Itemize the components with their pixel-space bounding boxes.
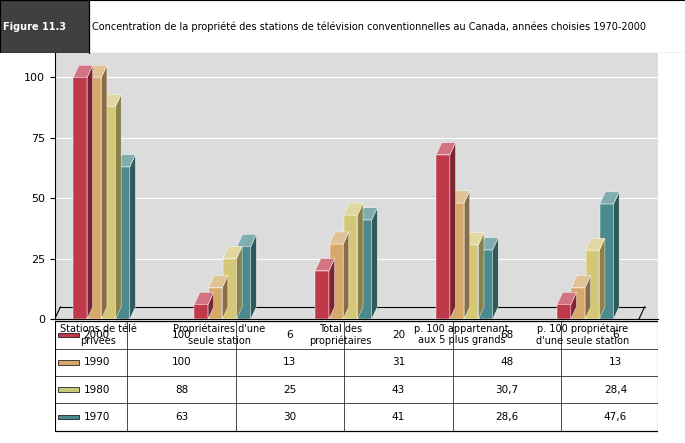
Polygon shape: [102, 106, 116, 319]
Text: 1970: 1970: [84, 412, 110, 422]
Polygon shape: [223, 276, 228, 319]
Text: 28,6: 28,6: [495, 412, 519, 422]
Text: 6: 6: [612, 330, 619, 340]
Text: 63: 63: [175, 412, 188, 422]
FancyBboxPatch shape: [0, 0, 89, 53]
Polygon shape: [315, 271, 329, 319]
Polygon shape: [557, 292, 577, 304]
Bar: [58, 415, 79, 419]
Text: 30: 30: [284, 412, 297, 422]
Text: 30,7: 30,7: [495, 385, 519, 395]
Polygon shape: [436, 155, 450, 319]
Polygon shape: [557, 304, 571, 319]
Text: 1980: 1980: [84, 385, 110, 395]
Polygon shape: [329, 244, 343, 319]
Polygon shape: [102, 94, 121, 106]
Polygon shape: [464, 233, 484, 245]
Polygon shape: [88, 78, 101, 319]
Polygon shape: [315, 259, 334, 271]
Text: Concentration de la propriété des stations de télévision conventionnelles au Can: Concentration de la propriété des statio…: [92, 21, 647, 32]
Polygon shape: [358, 220, 372, 319]
Polygon shape: [436, 143, 456, 155]
Text: 1990: 1990: [84, 358, 110, 367]
Text: 13: 13: [284, 358, 297, 367]
Polygon shape: [586, 250, 599, 319]
Polygon shape: [614, 192, 619, 319]
Polygon shape: [73, 78, 87, 319]
Polygon shape: [479, 250, 493, 319]
Polygon shape: [251, 234, 256, 319]
Text: 31: 31: [392, 358, 405, 367]
Polygon shape: [451, 191, 470, 203]
Text: 41: 41: [392, 412, 405, 422]
Polygon shape: [464, 191, 470, 319]
Polygon shape: [358, 208, 377, 220]
Polygon shape: [195, 292, 214, 304]
Polygon shape: [116, 155, 136, 167]
Polygon shape: [478, 233, 484, 319]
Polygon shape: [600, 204, 614, 319]
Text: 43: 43: [392, 385, 405, 395]
Text: 6: 6: [286, 330, 293, 340]
Text: 100: 100: [171, 330, 191, 340]
Text: 48: 48: [500, 358, 514, 367]
Polygon shape: [237, 234, 256, 246]
Text: Figure 11.3: Figure 11.3: [3, 22, 66, 31]
Text: 88: 88: [175, 385, 188, 395]
Polygon shape: [464, 245, 478, 319]
Polygon shape: [329, 232, 349, 244]
Text: 28,4: 28,4: [603, 385, 627, 395]
Text: 68: 68: [500, 330, 514, 340]
Text: 20: 20: [392, 330, 405, 340]
Polygon shape: [223, 246, 242, 259]
Text: 13: 13: [609, 358, 622, 367]
Bar: [58, 360, 79, 365]
Polygon shape: [586, 238, 605, 250]
Polygon shape: [208, 276, 228, 288]
Polygon shape: [208, 292, 214, 319]
Polygon shape: [450, 143, 456, 319]
Polygon shape: [223, 259, 236, 319]
Polygon shape: [88, 65, 107, 78]
Polygon shape: [237, 246, 251, 319]
Polygon shape: [571, 292, 577, 319]
Polygon shape: [116, 167, 130, 319]
Bar: [58, 388, 79, 392]
Polygon shape: [599, 238, 605, 319]
Polygon shape: [73, 65, 92, 78]
Polygon shape: [571, 288, 585, 319]
Text: 100: 100: [171, 358, 191, 367]
Polygon shape: [116, 94, 121, 319]
Polygon shape: [208, 288, 223, 319]
Polygon shape: [344, 215, 358, 319]
Bar: [58, 333, 79, 337]
Polygon shape: [451, 203, 464, 319]
Polygon shape: [343, 232, 349, 319]
Polygon shape: [479, 238, 498, 250]
Polygon shape: [130, 155, 136, 319]
Polygon shape: [585, 276, 590, 319]
Text: 25: 25: [284, 385, 297, 395]
Polygon shape: [600, 192, 619, 204]
Polygon shape: [571, 276, 590, 288]
Polygon shape: [101, 65, 107, 319]
Polygon shape: [195, 304, 208, 319]
Polygon shape: [87, 65, 92, 319]
Polygon shape: [358, 203, 363, 319]
Text: 2000: 2000: [84, 330, 110, 340]
Polygon shape: [344, 203, 363, 215]
Polygon shape: [372, 208, 377, 319]
Polygon shape: [236, 246, 242, 319]
Polygon shape: [493, 238, 498, 319]
Text: 47,6: 47,6: [603, 412, 627, 422]
Polygon shape: [329, 259, 334, 319]
